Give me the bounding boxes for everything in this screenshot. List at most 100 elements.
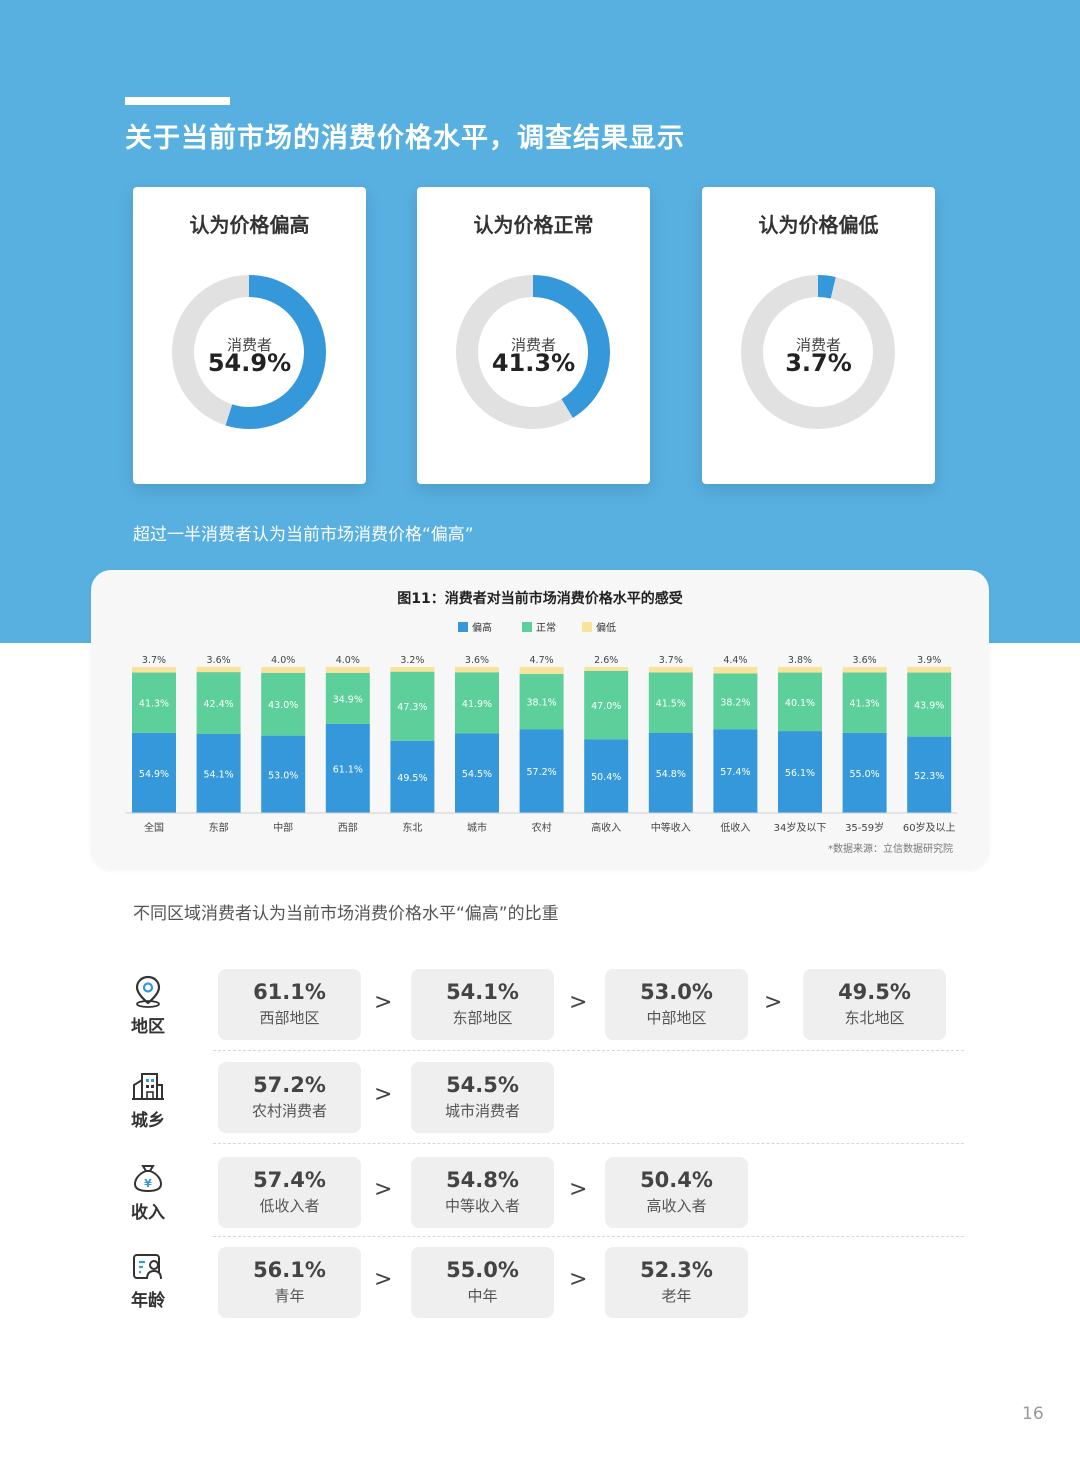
x-axis-labels: 全国 东部 中部 西部 东北 城市 农村 高收入 中等收入 低收入 34岁及以下 35-59岁 60岁及…	[144, 821, 956, 834]
location-pin-icon	[135, 975, 161, 1008]
stat-value: 57.4%	[253, 1168, 326, 1192]
stat-value: 49.5%	[838, 980, 911, 1004]
stat-value: 57.2%	[253, 1073, 326, 1097]
bar-segment-low	[455, 667, 499, 673]
stat-label: 中部地区	[646, 1009, 707, 1027]
stat-label: 低收入者	[259, 1197, 320, 1215]
data-label: 34.9%	[333, 694, 363, 705]
data-label: 3.7%	[659, 655, 683, 666]
page-title: 关于当前市场的消费价格水平，调查结果显示	[125, 123, 685, 154]
legend-swatch	[582, 622, 592, 632]
data-label: 49.5%	[397, 773, 427, 784]
stat-value: 50.4%	[640, 1168, 713, 1192]
bar-segment-high	[390, 740, 435, 813]
data-label: 4.0%	[336, 655, 360, 666]
data-label: 54.8%	[656, 769, 686, 780]
donut-arc	[741, 275, 895, 429]
bar-segment-low	[648, 667, 693, 673]
data-label: 38.2%	[720, 697, 750, 708]
stat-label: 高收入者	[646, 1197, 707, 1215]
chart-title: 图11：消费者对当前市场消费价格水平的感受	[397, 590, 682, 607]
card-title: 认为价格偏高	[189, 213, 310, 237]
bar-segment-high	[907, 736, 952, 813]
row-divider	[213, 1143, 964, 1144]
x-tick-label: 60岁及以上	[903, 821, 956, 834]
x-tick-label: 中部	[273, 821, 293, 834]
legend-swatch	[522, 622, 532, 632]
data-label: 41.5%	[656, 699, 686, 710]
donut-value: 3.7%	[785, 349, 852, 377]
greater-than-sign: >	[569, 990, 588, 1015]
data-label: 3.6%	[853, 655, 877, 666]
bar-segment-low	[713, 667, 758, 674]
section-caption: 不同区域消费者认为当前市场消费价格水平“偏高”的比重	[133, 904, 559, 924]
legend-label: 偏高	[472, 621, 492, 634]
bar-segment-low	[390, 667, 435, 672]
bar-segment-low	[325, 667, 370, 673]
data-label: 3.7%	[142, 655, 166, 666]
data-label: 41.3%	[139, 699, 169, 710]
stat-label: 青年	[274, 1287, 305, 1305]
x-tick-label: 低收入	[720, 821, 750, 834]
x-tick-label: 东部	[209, 821, 229, 834]
greater-than-sign: >	[374, 1082, 393, 1107]
data-label: 56.1%	[785, 768, 815, 779]
stat-label: 中年	[467, 1287, 498, 1305]
stat-pill: 57.4% 低收入者	[218, 1157, 361, 1228]
bar-segment-low	[132, 667, 176, 673]
row-label-urban-rural: 城乡	[120, 1070, 176, 1131]
x-tick-label: 东北	[402, 821, 422, 834]
data-label: 41.9%	[462, 699, 492, 710]
stat-label: 东部地区	[452, 1009, 513, 1027]
page-number: 16	[1022, 1404, 1044, 1424]
data-label: 61.1%	[333, 764, 363, 775]
bar-segment-normal	[778, 672, 822, 732]
data-label: 42.4%	[204, 699, 234, 710]
stat-value: 56.1%	[253, 1258, 326, 1282]
stat-label: 城市消费者	[444, 1102, 520, 1120]
stat-value: 54.5%	[446, 1073, 519, 1097]
x-tick-label: 农村	[532, 821, 552, 834]
stat-pill: 53.0% 中部地区	[605, 969, 748, 1040]
bar-segment-high	[261, 735, 306, 813]
stat-value: 55.0%	[446, 1258, 519, 1282]
donut-chart-high	[172, 275, 326, 429]
data-label: 41.3%	[850, 699, 880, 710]
card-price-normal: 认为价格正常 消费者 41.3%	[417, 187, 650, 484]
stat-label: 中等收入者	[444, 1197, 520, 1215]
bar-segment-normal	[261, 672, 306, 736]
data-label: 54.1%	[204, 770, 234, 781]
x-tick-label: 全国	[144, 821, 164, 834]
money-bag-icon: ¥	[133, 1165, 163, 1193]
data-label: 57.4%	[720, 767, 750, 778]
data-label: 57.2%	[527, 767, 557, 778]
greater-than-sign: >	[569, 1177, 588, 1202]
greater-than-sign: >	[374, 990, 393, 1015]
bar-segment-low	[907, 666, 952, 673]
row-label-age: 年龄	[120, 1252, 176, 1311]
bar-segment-low	[842, 667, 887, 673]
data-label: 3.6%	[207, 655, 231, 666]
chart-panel: 图11：消费者对当前市场消费价格水平的感受 偏高 正常 偏低 54.9% 41.3% 3…	[91, 570, 989, 868]
data-label: 47.0%	[591, 701, 621, 712]
donut-label: 消费者	[795, 336, 841, 354]
greater-than-sign: >	[374, 1267, 393, 1292]
data-label: 4.4%	[723, 655, 747, 666]
card-price-low: 认为价格偏低 消费者 3.7%	[702, 187, 935, 484]
bar-segment-normal	[584, 670, 629, 740]
x-tick-label: 西部	[338, 821, 358, 834]
stat-pill: 57.2% 农村消费者	[218, 1062, 361, 1133]
data-label: 2.6%	[594, 655, 618, 666]
stat-pill: 56.1% 青年	[218, 1247, 361, 1318]
x-tick-label: 中等收入	[651, 821, 691, 834]
data-label: 43.0%	[268, 700, 298, 711]
bar-segment-low	[519, 667, 564, 674]
stat-pill: 54.5% 城市消费者	[411, 1062, 554, 1133]
stat-label: 东北地区	[844, 1009, 905, 1027]
stat-pill: 52.3% 老年	[605, 1247, 748, 1318]
row-label-region: 地区	[120, 974, 176, 1037]
donut-label: 消费者	[226, 336, 272, 354]
bar-segment-low	[584, 667, 629, 671]
row-divider	[213, 1050, 964, 1051]
card-price-high: 认为价格偏高 消费者 54.9%	[133, 187, 366, 484]
